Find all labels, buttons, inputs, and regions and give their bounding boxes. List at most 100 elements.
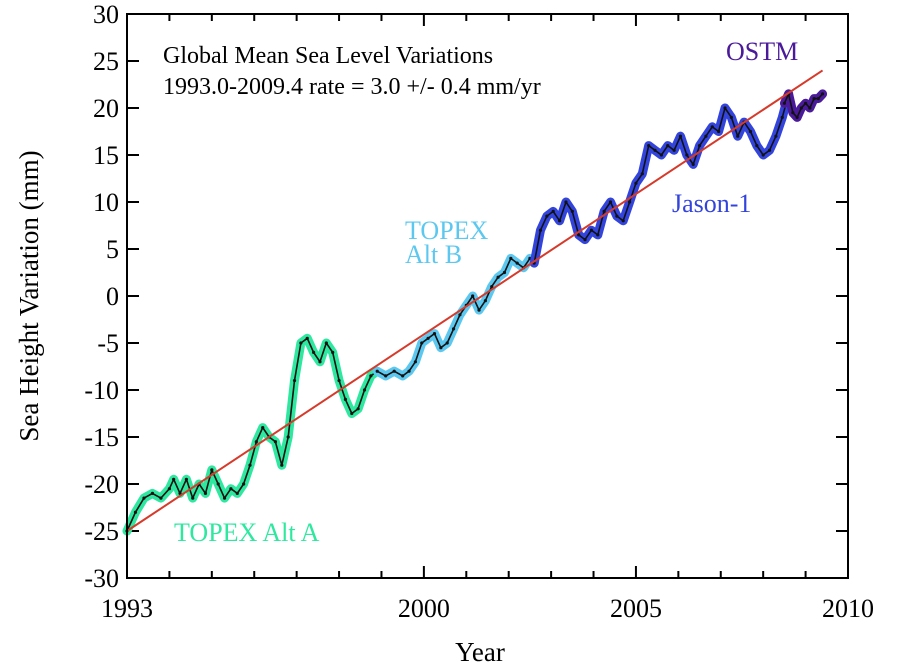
data-point xyxy=(483,299,487,303)
x-axis-title: Year xyxy=(455,637,505,667)
chart-subtitle: 1993.0-2009.4 rate = 3.0 +/- 0.4 mm/yr xyxy=(163,74,541,100)
data-point xyxy=(343,397,348,401)
data-point xyxy=(647,144,651,148)
data-point xyxy=(666,144,670,148)
data-point xyxy=(717,129,721,134)
x-tick-label: 2005 xyxy=(610,594,662,623)
plot-frame xyxy=(126,13,849,579)
data-point xyxy=(413,360,417,364)
y-tick-label: 15 xyxy=(93,141,119,170)
y-tick-label: 25 xyxy=(93,47,119,76)
data-point xyxy=(420,341,424,345)
data-point xyxy=(299,341,303,345)
data-point xyxy=(791,111,795,115)
data-point xyxy=(608,200,613,204)
tick-labels: -30 -25 -20 -15 -10 -5 0 5 10 15 20 25 30 1993 2000 200… xyxy=(84,0,874,623)
data-point xyxy=(685,153,689,157)
data-point xyxy=(235,491,239,495)
data-point xyxy=(184,477,188,481)
data-point xyxy=(812,97,816,101)
data-point xyxy=(672,148,676,152)
x-tick-label: 2010 xyxy=(822,594,874,623)
y-tick-label: -10 xyxy=(84,376,119,405)
data-point xyxy=(795,115,799,119)
y-axis-title: Sea Height Variation (mm) xyxy=(14,150,44,441)
data-point xyxy=(167,487,172,491)
data-point xyxy=(816,97,820,101)
y-tick-label: -5 xyxy=(97,329,119,358)
data-point xyxy=(755,144,759,148)
series-layer xyxy=(122,89,828,536)
topex-alt-b-label-line2: Alt B xyxy=(405,240,462,269)
data-point xyxy=(691,162,695,166)
data-point xyxy=(318,360,322,364)
data-point xyxy=(710,125,714,129)
data-point xyxy=(808,106,812,110)
data-point xyxy=(820,92,825,96)
y-tick-label: -25 xyxy=(84,517,119,546)
data-point xyxy=(729,115,733,119)
data-point xyxy=(407,369,411,373)
data-point xyxy=(312,350,316,354)
data-point xyxy=(331,350,335,354)
data-point xyxy=(634,181,638,185)
y-tick-label: -15 xyxy=(84,423,119,452)
data-point xyxy=(564,200,568,204)
data-point xyxy=(362,388,367,392)
data-point xyxy=(324,341,328,345)
data-point xyxy=(704,134,708,138)
data-point xyxy=(621,219,625,223)
series-topex-alt-a xyxy=(122,333,382,536)
series-ostm xyxy=(779,89,828,122)
data-point xyxy=(723,106,727,110)
x-tick-label: 2000 xyxy=(398,594,450,623)
data-point xyxy=(551,209,555,213)
data-point xyxy=(577,233,581,237)
y-tick-label: 0 xyxy=(106,282,119,311)
ostm-label: OSTM xyxy=(726,37,798,66)
data-point xyxy=(736,134,740,138)
data-point xyxy=(384,374,388,378)
data-point xyxy=(445,341,449,345)
trend-line xyxy=(126,69,824,532)
data-point xyxy=(678,134,683,138)
series-halo xyxy=(122,333,382,536)
data-point xyxy=(490,285,494,289)
data-point xyxy=(222,496,227,500)
data-point xyxy=(203,491,208,495)
data-point xyxy=(159,496,163,500)
topex-alt-a-label: TOPEX Alt A xyxy=(174,518,320,547)
data-point xyxy=(150,491,155,495)
data-point xyxy=(780,115,784,119)
y-tick-label: 5 xyxy=(106,235,119,264)
data-point xyxy=(254,440,258,444)
data-point xyxy=(286,435,290,439)
data-point xyxy=(774,134,778,138)
data-point xyxy=(602,209,606,213)
data-point xyxy=(210,468,214,472)
data-point xyxy=(375,369,379,373)
data-point xyxy=(653,148,657,152)
data-point xyxy=(782,101,786,105)
data-point xyxy=(697,144,702,148)
data-point xyxy=(640,172,644,176)
data-point xyxy=(133,510,138,514)
data-point xyxy=(803,101,808,105)
data-point xyxy=(615,214,619,218)
data-point xyxy=(458,313,462,317)
data-point xyxy=(570,209,574,213)
data-point xyxy=(659,153,663,157)
data-point xyxy=(280,463,284,467)
data-point xyxy=(767,148,772,152)
data-point xyxy=(558,219,562,223)
data-point xyxy=(432,332,437,336)
data-point xyxy=(242,482,246,486)
y-tick-label: 10 xyxy=(93,188,119,217)
data-point xyxy=(273,440,278,444)
data-point xyxy=(369,374,373,378)
data-point xyxy=(477,308,481,312)
data-point xyxy=(471,294,475,298)
data-point xyxy=(596,233,600,237)
data-point xyxy=(261,426,265,430)
series-topex-alt-b xyxy=(372,253,539,381)
